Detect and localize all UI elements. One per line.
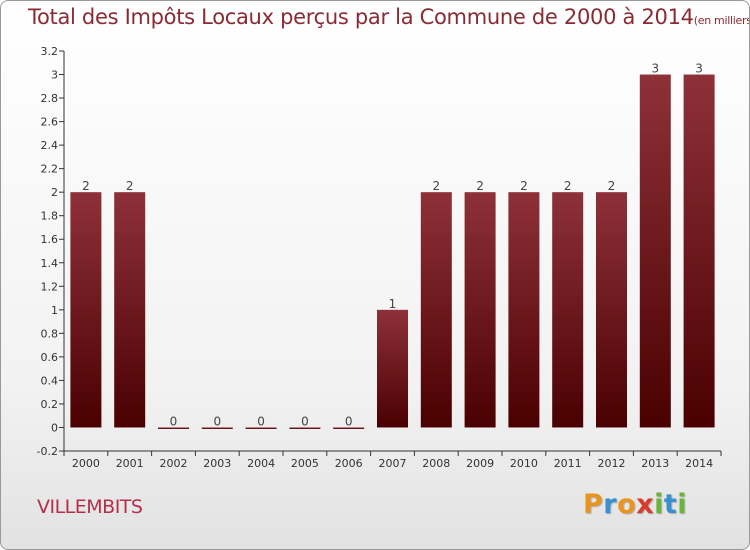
bar [420,192,452,428]
data-label: 0 [213,414,221,428]
x-tick-label: 2003 [203,457,231,470]
bar [464,192,496,428]
x-tick-label: 2012 [598,457,626,470]
x-tick-label: 2004 [247,457,275,470]
data-label: 1 [389,297,397,311]
y-tick-label: 0 [51,421,58,434]
logo-letter: r [603,489,618,520]
y-tick-label: 1.6 [41,233,59,246]
bar [683,74,715,428]
bar [70,192,102,428]
data-label: 2 [608,179,616,193]
y-tick-label: 2.8 [41,92,59,105]
data-label: 0 [301,414,309,428]
y-tick-label: 0.8 [41,327,59,340]
y-tick-label: 2.2 [41,163,59,176]
y-tick-label: 0.4 [41,374,59,387]
data-label: 2 [126,179,134,193]
y-tick-label: -0.2 [37,445,58,458]
bar [333,427,365,429]
x-tick-label: 2006 [335,457,363,470]
x-tick-label: 2000 [72,457,100,470]
y-tick-label: 2.6 [41,116,59,129]
data-label: 0 [170,414,178,428]
x-tick-label: 2009 [466,457,494,470]
data-label: 3 [695,62,703,76]
y-tick-label: 3 [51,69,58,82]
chart-unit: (en milliers d'€) [693,14,750,27]
x-tick-label: 2010 [510,457,538,470]
y-tick-label: 1.2 [41,280,59,293]
data-label: 2 [476,179,484,193]
data-label: 2 [564,179,572,193]
bar [552,192,584,428]
bar [508,192,540,428]
x-tick-label: 2014 [685,457,713,470]
logo-letter: i [654,489,664,520]
x-tick-label: 2013 [641,457,669,470]
data-label: 0 [345,414,353,428]
bar [639,74,671,428]
bar [245,427,277,429]
y-tick-label: 2.4 [41,139,59,152]
x-tick-label: 2007 [379,457,407,470]
bar [289,427,321,429]
bar [596,192,627,428]
y-tick-label: 1.8 [41,210,59,223]
data-label: 2 [432,179,440,193]
y-tick-label: 3.2 [41,45,59,58]
commune-name: VILLEMBITS [37,496,143,518]
data-label: 2 [82,179,90,193]
x-tick-label: 2001 [116,457,144,470]
logo-letter: o [617,489,637,520]
y-tick-label: 0.2 [41,398,59,411]
x-tick-label: 2005 [291,457,319,470]
bar [377,309,408,428]
x-tick-label: 2002 [160,457,188,470]
logo-letter: P [583,489,604,520]
chart-title: Total des Impôts Locaux perçus par la Co… [28,5,750,29]
logo-letter: i [677,489,688,520]
y-tick-label: 1 [51,304,58,317]
data-label: 3 [651,62,659,76]
y-tick-label: 1.4 [41,257,59,270]
proxiti-logo[interactable]: Proxiti [583,489,687,520]
x-tick-label: 2011 [554,457,582,470]
logo-letter: x [636,489,655,520]
logo-letter: t [663,489,678,520]
x-tick-label: 2008 [422,457,450,470]
bar [158,427,189,429]
data-label: 0 [257,414,265,428]
bar [201,427,233,429]
bar [114,192,146,428]
y-tick-label: 0.6 [41,351,59,364]
chart-title-text: Total des Impôts Locaux perçus par la Co… [28,5,694,29]
y-tick-label: 2 [51,186,58,199]
data-label: 2 [520,179,528,193]
